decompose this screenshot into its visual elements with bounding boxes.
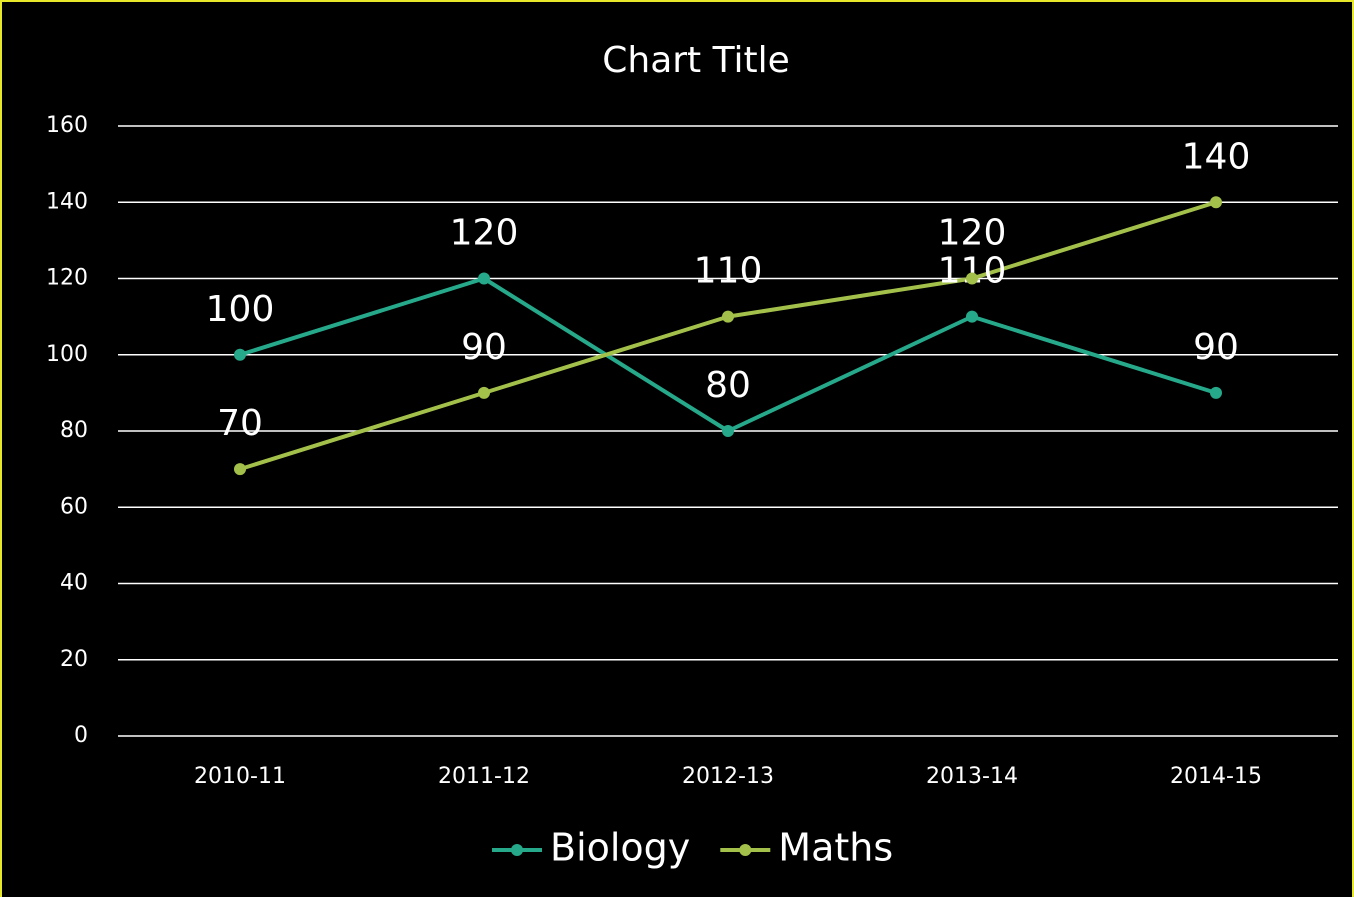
y-tick-label: 60	[60, 494, 88, 519]
data-label: 90	[461, 327, 507, 368]
data-label: 140	[1182, 136, 1251, 177]
x-tick-label: 2012-13	[682, 764, 774, 789]
x-tick-label: 2014-15	[1170, 764, 1262, 789]
y-tick-label: 0	[74, 723, 88, 748]
chart-title: Chart Title	[602, 40, 790, 81]
data-label: 100	[206, 289, 275, 330]
data-label: 120	[938, 213, 1007, 254]
data-point	[966, 272, 978, 285]
data-point	[478, 386, 490, 399]
data-label: 120	[450, 213, 519, 254]
x-tick-label: 2010-11	[194, 764, 286, 789]
data-point	[1210, 196, 1222, 209]
legend-label: Biology	[550, 826, 690, 870]
y-tick-label: 160	[46, 113, 88, 138]
data-point	[478, 272, 490, 285]
data-label: 110	[938, 251, 1007, 292]
data-label: 70	[217, 403, 263, 444]
y-tick-label: 80	[60, 418, 88, 443]
data-label: 110	[694, 251, 763, 292]
data-label: 80	[705, 365, 751, 406]
x-tick-label: 2013-14	[926, 764, 1018, 789]
y-tick-label: 100	[46, 342, 88, 367]
legend-label: Maths	[778, 826, 893, 870]
data-point	[722, 310, 734, 323]
data-point	[966, 310, 978, 323]
data-point	[1210, 386, 1222, 399]
data-point	[234, 463, 246, 476]
y-tick-label: 120	[46, 266, 88, 291]
data-point	[234, 348, 246, 361]
legend-marker	[739, 844, 752, 856]
y-tick-label: 140	[46, 189, 88, 214]
data-point	[722, 425, 734, 437]
y-tick-label: 40	[60, 571, 88, 596]
data-label: 90	[1193, 327, 1239, 368]
y-tick-label: 20	[60, 647, 88, 672]
x-tick-label: 2011-12	[438, 764, 530, 789]
legend-marker	[511, 844, 523, 856]
